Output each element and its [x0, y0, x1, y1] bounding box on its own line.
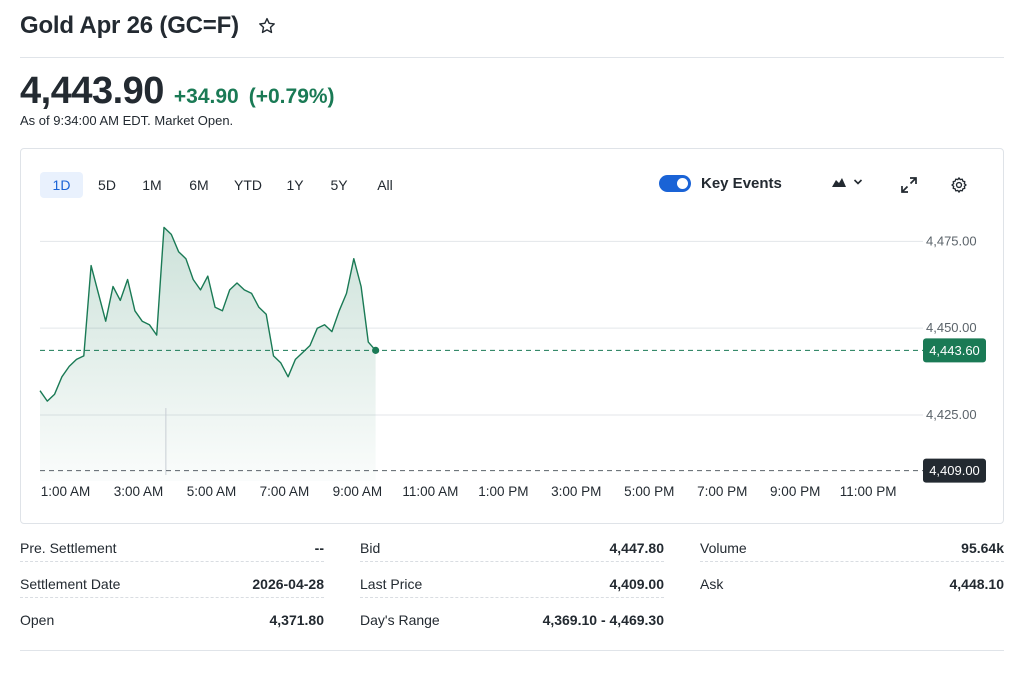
current-price-dot — [372, 346, 380, 354]
chevron-down-icon — [853, 179, 863, 185]
stat-value: 4,369.10 - 4,469.30 — [542, 612, 664, 628]
range-1y-button[interactable]: 1Y — [286, 177, 304, 193]
range-1m-button[interactable]: 1M — [142, 177, 162, 193]
stat-label: Ask — [700, 576, 724, 592]
key-events-control: Key Events — [659, 175, 782, 192]
x-tick-label: 11:00 PM — [840, 484, 897, 499]
range-6m-button[interactable]: 6M — [189, 177, 209, 193]
key-events-label: Key Events — [701, 175, 782, 192]
stat-value: 4,371.80 — [269, 612, 325, 628]
y-tick-label: 4,450.00 — [926, 320, 977, 335]
x-tick-label: 5:00 PM — [624, 484, 674, 499]
stat-pre-settlement: Pre. Settlement -- — [20, 534, 324, 562]
chart-type-button[interactable] — [831, 176, 863, 188]
x-tick-label: 3:00 AM — [114, 484, 164, 499]
stat-value: 4,448.10 — [949, 576, 1005, 592]
range-1d-button[interactable]: 1D — [40, 172, 83, 198]
price-row: 4,443.90 +34.90 (+0.79%) — [20, 70, 335, 113]
stat-last-price: Last Price 4,409.00 — [360, 570, 664, 598]
stat-settlement-date: Settlement Date 2026-04-28 — [20, 570, 324, 598]
range-ytd-button[interactable]: YTD — [234, 177, 262, 193]
previous-close-label: 4,409.00 — [929, 463, 980, 478]
stat-days-range: Day's Range 4,369.10 - 4,469.30 — [360, 606, 664, 634]
x-tick-label: 11:00 AM — [402, 484, 458, 499]
stats-divider — [20, 650, 1004, 651]
key-events-toggle[interactable] — [659, 175, 691, 192]
stat-label: Day's Range — [360, 612, 440, 628]
x-tick-label: 9:00 AM — [333, 484, 383, 499]
stat-value: 4,447.80 — [609, 539, 665, 556]
stat-value: -- — [314, 539, 324, 556]
current-price-badge — [923, 338, 986, 363]
star-icon[interactable] — [257, 16, 277, 36]
stat-open: Open 4,371.80 — [20, 606, 324, 634]
x-tick-label: 1:00 AM — [41, 484, 91, 499]
stat-value: 95.64k — [961, 539, 1004, 556]
range-selector: 1D 5D 1M 6M YTD 1Y 5Y All — [40, 172, 407, 198]
stat-value: 2026-04-28 — [252, 575, 324, 592]
current-price: 4,443.90 — [20, 70, 164, 112]
expand-icon[interactable] — [900, 176, 918, 194]
range-5d-button[interactable]: 5D — [98, 177, 116, 193]
y-tick-label: 4,475.00 — [926, 233, 977, 248]
price-change: +34.90 — [173, 85, 239, 108]
quote-header: Gold Apr 26 (GC=F) — [20, 12, 277, 40]
stat-volume: Volume 95.64k — [700, 534, 1004, 562]
x-tick-label: 1:00 PM — [478, 484, 528, 499]
previous-close-badge — [923, 458, 986, 483]
gear-icon[interactable] — [950, 176, 968, 194]
x-tick-label: 5:00 AM — [187, 484, 237, 499]
page-title: Gold Apr 26 (GC=F) — [20, 12, 239, 39]
stat-label: Open — [20, 612, 55, 628]
stat-ask: Ask 4,448.10 — [700, 570, 1004, 598]
x-tick-label: 7:00 AM — [260, 484, 310, 499]
current-price-label: 4,443.60 — [929, 343, 980, 358]
x-tick-label: 3:00 PM — [551, 484, 601, 499]
x-tick-label: 7:00 PM — [697, 484, 747, 499]
chart-card: 1D 5D 1M 6M YTD 1Y 5Y All Key Events — [20, 148, 1004, 524]
header-divider — [20, 57, 1004, 58]
stat-value: 4,409.00 — [609, 575, 665, 592]
stat-label: Last Price — [360, 575, 423, 592]
x-tick-label: 9:00 PM — [770, 484, 820, 499]
stat-label: Settlement Date — [20, 575, 121, 592]
price-area — [40, 227, 376, 481]
stat-bid: Bid 4,447.80 — [360, 534, 664, 562]
price-change-percent: (+0.79%) — [248, 85, 335, 108]
price-line — [39, 226, 377, 402]
range-5y-button[interactable]: 5Y — [330, 177, 348, 193]
range-all-button[interactable]: All — [377, 177, 393, 193]
stat-label: Volume — [700, 539, 747, 556]
stat-label: Bid — [360, 539, 381, 556]
price-chart[interactable]: 4,475.00 4,450.00 4,425.00 1:00 AM 3:00 AM 5:… — [21, 149, 1005, 525]
mountain-chart-icon — [832, 178, 846, 187]
stat-label: Pre. Settlement — [20, 539, 117, 556]
y-tick-label: 4,425.00 — [926, 407, 977, 422]
quote-timestamp: As of 9:34:00 AM EDT. Market Open. — [20, 113, 234, 128]
